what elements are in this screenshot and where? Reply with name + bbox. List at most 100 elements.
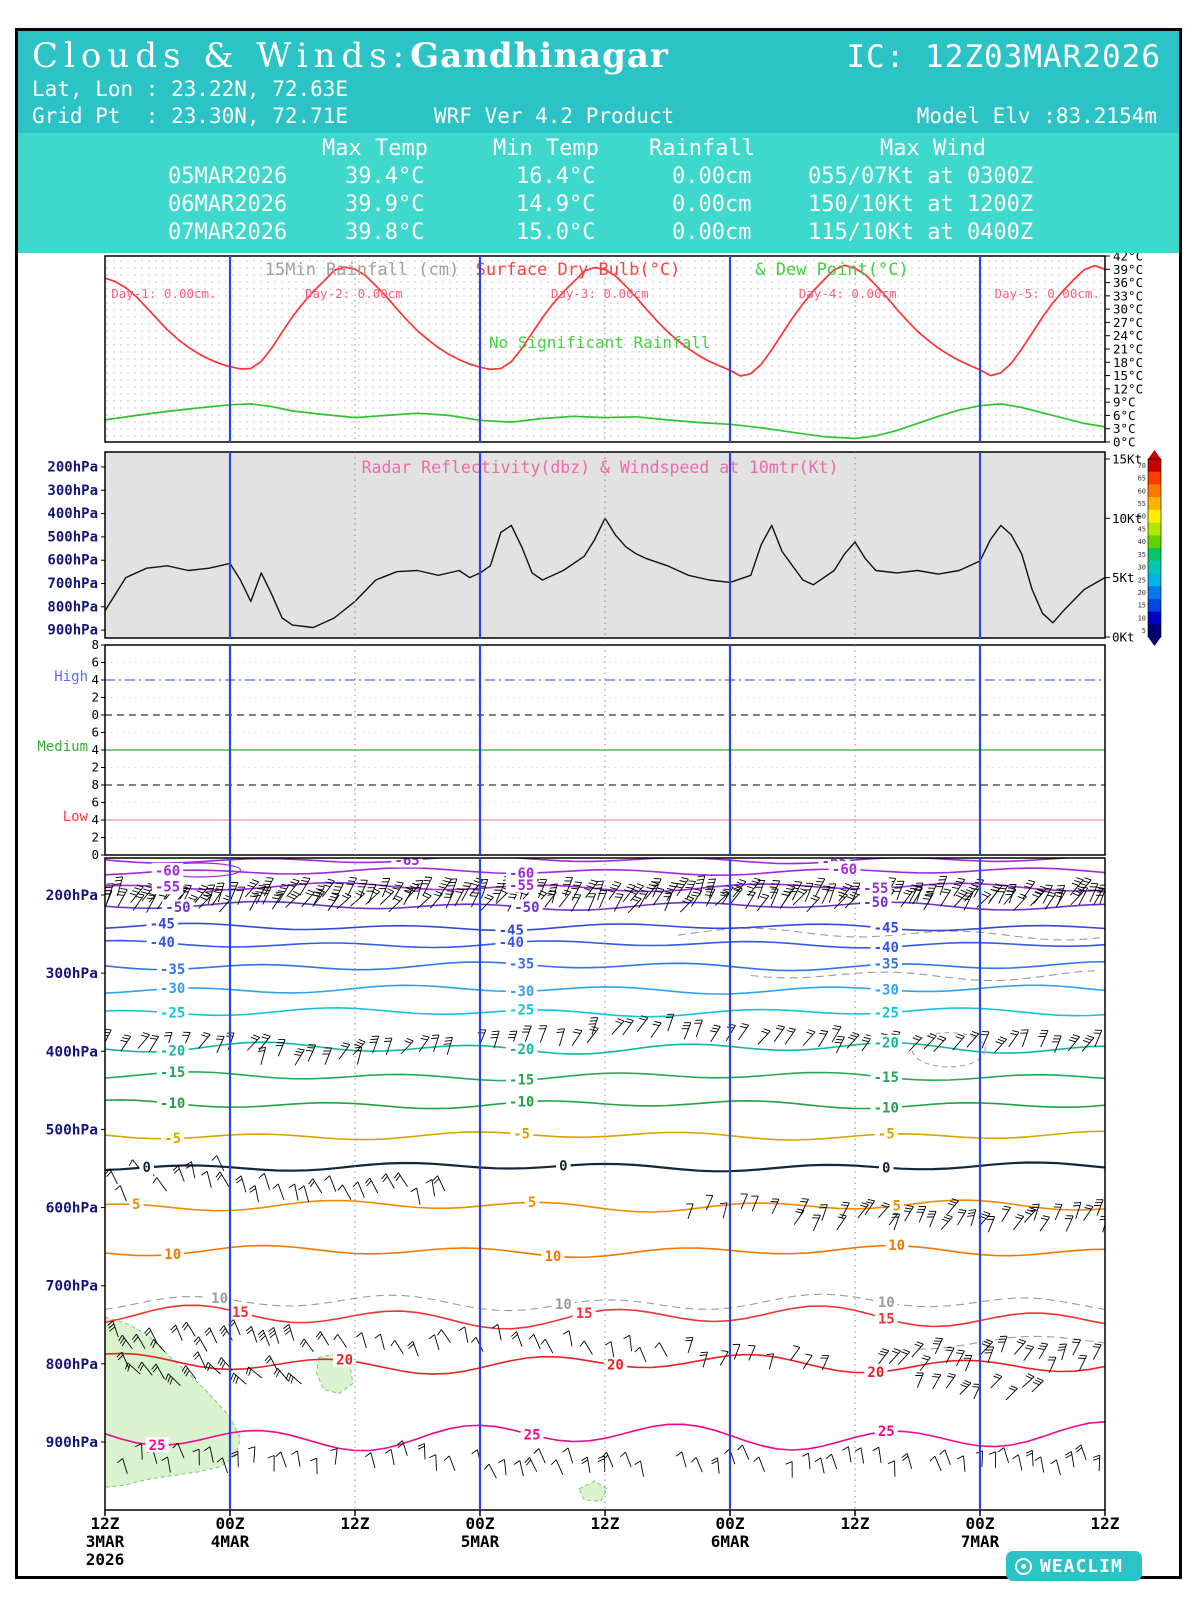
svg-text:12°C: 12°C: [1113, 381, 1143, 396]
forecast-max-wind: 055/07Kt at 0300Z: [808, 164, 1034, 189]
svg-text:25: 25: [149, 1438, 166, 1454]
svg-text:Day-3: 0.00cm: Day-3: 0.00cm: [551, 286, 649, 301]
svg-text:-30: -30: [160, 981, 185, 997]
svg-text:00Z: 00Z: [216, 1514, 245, 1533]
svg-text:6: 6: [91, 655, 99, 670]
lat-lon: Lat, Lon : 23.22N, 72.63E: [32, 77, 349, 101]
svg-text:0: 0: [91, 847, 99, 862]
svg-text:00Z: 00Z: [966, 1514, 995, 1533]
svg-text:9°C: 9°C: [1113, 395, 1136, 410]
svg-text:12Z: 12Z: [91, 1514, 120, 1533]
svg-text:39°C: 39°C: [1113, 262, 1143, 277]
svg-text:-15: -15: [160, 1065, 185, 1081]
svg-text:60: 60: [1138, 487, 1146, 495]
svg-text:700hPa: 700hPa: [47, 576, 98, 592]
svg-text:27°C: 27°C: [1113, 315, 1143, 330]
svg-text:15: 15: [232, 1305, 249, 1321]
svg-text:6°C: 6°C: [1113, 408, 1136, 423]
weaclim-text: WEACLIM: [1040, 1555, 1123, 1577]
svg-text:300hPa: 300hPa: [47, 483, 98, 499]
grid-pt: Grid Pt : 23.30N, 72.71E: [32, 104, 349, 128]
svg-text:6: 6: [91, 725, 99, 740]
svg-text:500hPa: 500hPa: [46, 1122, 98, 1138]
svg-text:3MAR: 3MAR: [86, 1532, 125, 1551]
svg-text:-45: -45: [874, 921, 899, 937]
svg-text:-60: -60: [832, 862, 857, 878]
svg-text:21°C: 21°C: [1113, 342, 1143, 357]
svg-text:33°C: 33°C: [1113, 288, 1143, 303]
page-title-prefix: Clouds & Winds:: [32, 36, 411, 76]
svg-text:6MAR: 6MAR: [711, 1532, 750, 1551]
svg-text:0: 0: [882, 1160, 890, 1176]
svg-text:2: 2: [91, 760, 99, 775]
svg-text:10: 10: [555, 1297, 572, 1313]
svg-text:10Kt: 10Kt: [1112, 511, 1142, 526]
svg-text:Day-1: 0.00cm.: Day-1: 0.00cm.: [111, 286, 216, 301]
svg-text:-40: -40: [150, 935, 175, 951]
surface-panel: 15Min Rainfall (cm) Surface Dry Bulb(°C) &…: [104, 249, 1143, 450]
station-name: Gandhinagar: [410, 36, 669, 76]
svg-text:10: 10: [878, 1295, 895, 1311]
forecast-min-temp: 15.0°C: [516, 220, 596, 245]
forecast-min-temp: 14.9°C: [516, 192, 596, 217]
svg-text:-55: -55: [509, 878, 534, 894]
svg-text:-15: -15: [874, 1070, 899, 1086]
svg-text:-55: -55: [863, 881, 888, 897]
col-max-temp: Max Temp: [322, 136, 428, 161]
forecast-table: Max Temp Min Temp Rainfall Max Wind 05MA…: [18, 133, 1179, 253]
svg-text:300hPa: 300hPa: [46, 966, 98, 982]
forecast-max-temp: 39.9°C: [345, 192, 425, 217]
svg-text:-15: -15: [509, 1073, 534, 1089]
svg-text:-50: -50: [165, 900, 190, 916]
forecast-row: 07MAR2026 39.8°C 15.0°C 0.00cm 115/10Kt …: [18, 219, 1179, 247]
forecast-max-wind: 150/10Kt at 1200Z: [808, 192, 1034, 217]
svg-text:18°C: 18°C: [1113, 355, 1143, 370]
forecast-row: 05MAR2026 39.4°C 16.4°C 0.00cm 055/07Kt …: [18, 163, 1179, 191]
svg-text:10: 10: [1138, 614, 1146, 622]
svg-text:36°C: 36°C: [1113, 275, 1143, 290]
svg-text:-45: -45: [150, 917, 175, 933]
svg-text:-20: -20: [874, 1035, 899, 1051]
svg-text:25: 25: [878, 1424, 895, 1440]
isotherm-panel: 101010-65-65-60-60-60-55-55-55-50-50-50-…: [105, 858, 1105, 1502]
svg-text:500hPa: 500hPa: [47, 529, 98, 545]
col-max-wind: Max Wind: [880, 136, 986, 161]
svg-text:5Kt: 5Kt: [1112, 570, 1135, 585]
svg-text:2026: 2026: [86, 1550, 125, 1569]
svg-text:Medium: Medium: [37, 739, 88, 755]
svg-text:12Z: 12Z: [1091, 1514, 1120, 1533]
svg-text:12Z: 12Z: [341, 1514, 370, 1533]
model-elevation: Model Elv :83.2154m: [916, 104, 1157, 128]
svg-text:-5: -5: [878, 1127, 895, 1143]
svg-text:Radar Reflectivity(dbz) & Wind: Radar Reflectivity(dbz) & Windspeed at 1…: [362, 458, 839, 477]
svg-text:7MAR: 7MAR: [961, 1532, 1000, 1551]
svg-text:& Dew Point(°C): & Dew Point(°C): [755, 260, 909, 280]
svg-text:-60: -60: [155, 863, 180, 879]
svg-text:5: 5: [1142, 627, 1146, 635]
svg-text:-25: -25: [509, 1003, 534, 1019]
svg-text:200hPa: 200hPa: [47, 460, 98, 476]
svg-text:10: 10: [211, 1291, 228, 1307]
svg-text:-10: -10: [509, 1094, 534, 1110]
svg-text:6: 6: [91, 795, 99, 810]
svg-text:Day-2: 0.00cm: Day-2: 0.00cm: [305, 286, 403, 301]
svg-text:15: 15: [576, 1306, 593, 1322]
svg-text:600hPa: 600hPa: [46, 1201, 98, 1217]
svg-text:15°C: 15°C: [1113, 368, 1143, 383]
svg-text:15Kt: 15Kt: [1112, 451, 1142, 466]
svg-text:-40: -40: [874, 940, 899, 956]
svg-text:20: 20: [867, 1365, 884, 1381]
svg-text:400hPa: 400hPa: [46, 1044, 98, 1060]
svg-text:0: 0: [142, 1160, 150, 1176]
forecast-max-temp: 39.8°C: [345, 220, 425, 245]
forecast-date: 06MAR2026: [168, 192, 288, 217]
svg-text:20: 20: [607, 1358, 624, 1374]
svg-text:20: 20: [1138, 589, 1146, 597]
svg-text:8: 8: [91, 637, 99, 652]
svg-text:0: 0: [91, 707, 99, 722]
svg-text:24°C: 24°C: [1113, 328, 1143, 343]
svg-text:-30: -30: [509, 984, 534, 1000]
svg-text:-50: -50: [514, 900, 539, 916]
header-top: Clouds & Winds: Gandhinagar IC: 12Z03MAR…: [18, 31, 1179, 133]
